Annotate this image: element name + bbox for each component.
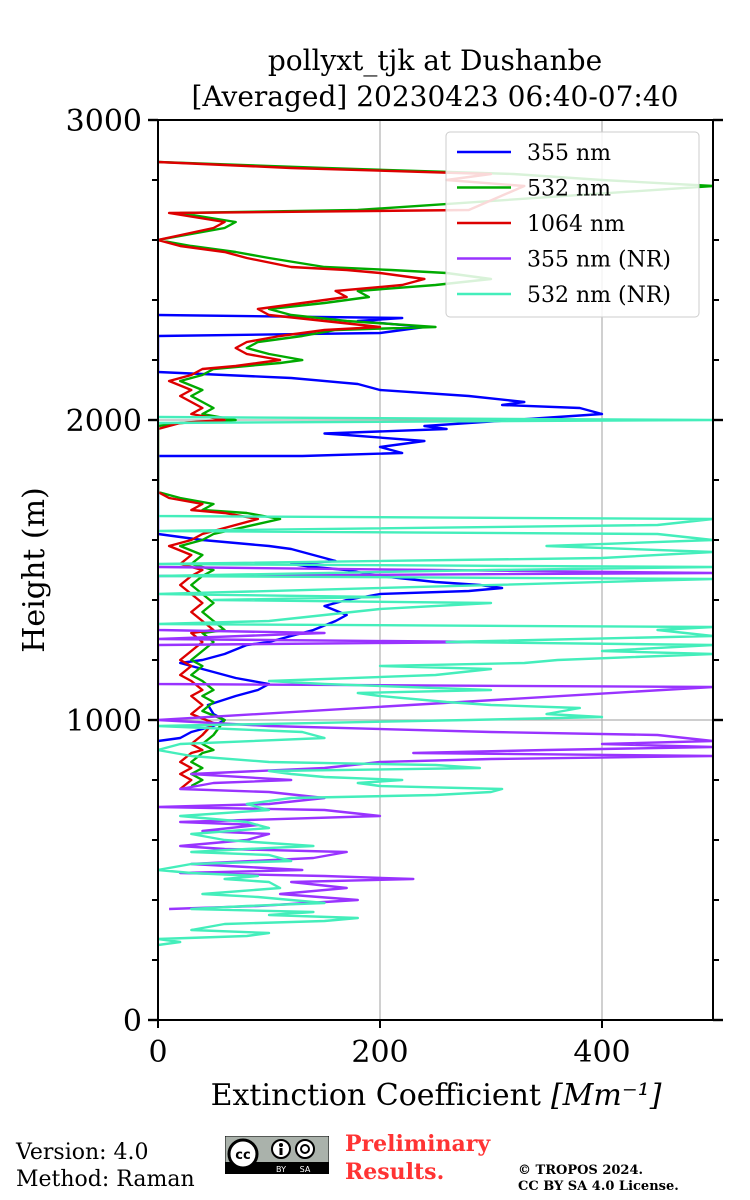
y-tick-label: 2000: [66, 404, 142, 439]
version-label: Version: 4.0: [16, 1140, 149, 1165]
preliminary-results-notice: Preliminary Results.: [345, 1130, 490, 1186]
preliminary-line-1: Preliminary: [345, 1131, 491, 1157]
share-alike-icon: [295, 1139, 315, 1159]
extinction-profile-chart: pollyxt_tjk at Dushanbe [Averaged] 20230…: [17, 44, 723, 1113]
attribution-icon-head: [279, 1143, 283, 1147]
x-tick-label: 400: [573, 1035, 630, 1070]
copyright-line-2: CC BY SA 4.0 License.: [518, 1179, 679, 1194]
legend-label-2: 532 nm: [527, 177, 611, 202]
chart-subtitle: [Averaged] 20230423 06:40-07:40: [192, 80, 679, 113]
cc-icon-text: cc: [235, 1148, 250, 1163]
badge-by-text: BY: [276, 1165, 286, 1174]
series-line-5: [158, 415, 713, 947]
legend-box: [445, 131, 700, 318]
y-tick-label: 3000: [66, 104, 142, 139]
copyright-notice: © TROPOS 2024. CC BY SA 4.0 License.: [518, 1163, 679, 1195]
y-axis-label: Height (m): [17, 487, 52, 652]
legend-label-5: 532 nm (NR): [527, 283, 671, 308]
x-axis-label-text: Extinction Coefficient: [211, 1078, 541, 1113]
plot-frame: [157, 119, 714, 1021]
series-layer: [158, 160, 713, 947]
share-alike-icon-arrow: [300, 1144, 310, 1154]
x-tick-label: 200: [351, 1035, 408, 1070]
method-label: Method: Raman: [16, 1167, 195, 1192]
series-line-3: [158, 160, 526, 790]
x-axis-label-unit: [Mm⁻¹]: [551, 1078, 662, 1113]
attribution-icon-body: [279, 1148, 283, 1155]
legend-label-1: 355 nm: [527, 141, 611, 166]
axis-ticks: 0 200 400 0 1000 2000 3000: [66, 104, 723, 1070]
x-tick-label: 0: [148, 1035, 167, 1070]
chart-title: pollyxt_tjk at Dushanbe: [268, 44, 602, 77]
legend: 355 nm 532 nm 1064 nm 355 nm (NR) 532 nm (NR…: [445, 131, 700, 318]
copyright-line-1: © TROPOS 2024.: [518, 1163, 644, 1178]
series-line-4: [158, 565, 713, 911]
badge-sa-text: SA: [300, 1165, 311, 1174]
y-tick-label: 1000: [66, 704, 142, 739]
legend-label-3: 1064 nm: [527, 212, 625, 237]
legend-label-4: 355 nm (NR): [527, 248, 671, 273]
x-axis-label: Extinction Coefficient [Mm⁻¹]: [211, 1078, 662, 1113]
cc-icon: [227, 1138, 259, 1170]
preliminary-line-2: Results.: [345, 1159, 445, 1185]
cc-by-sa-license-badge: cc BY SA: [225, 1136, 329, 1174]
y-tick-label: 0: [123, 1004, 142, 1039]
